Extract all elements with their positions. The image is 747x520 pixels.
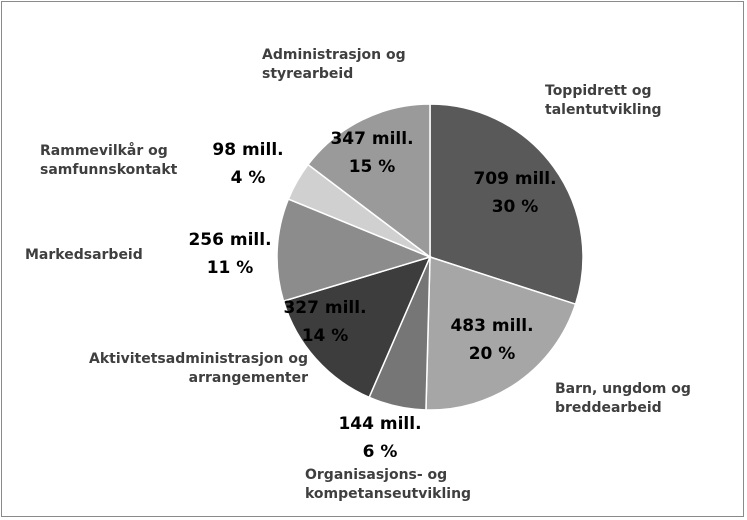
category-label: Markedsarbeid xyxy=(25,247,143,263)
category-label: Administrasjon og styrearbeid xyxy=(262,47,406,82)
value-label: 98 mill. xyxy=(212,140,284,160)
pie-slice xyxy=(425,255,577,411)
pie-slice xyxy=(276,198,433,303)
share-label: 6 % xyxy=(362,442,398,462)
value-label: 144 mill. xyxy=(338,414,422,434)
share-label: 15 % xyxy=(348,157,396,177)
value-label: 709 mill. xyxy=(473,169,557,189)
category-label: Rammevilkår og samfunnskontakt xyxy=(40,143,178,178)
value-label: 256 mill. xyxy=(188,230,272,250)
data-label: 347 mill. 15 % xyxy=(322,125,422,181)
category-label: Organisasjons- og kompetanseutvikling xyxy=(305,467,472,502)
data-label: 144 mill. 6 % xyxy=(330,410,430,466)
share-label: 20 % xyxy=(468,344,516,364)
share-label: 30 % xyxy=(491,197,539,217)
share-label: 14 % xyxy=(301,326,349,346)
category-label: Toppidrett og talentutvikling xyxy=(545,83,662,118)
category-label: Barn, ungdom og breddearbeid xyxy=(555,381,691,416)
category-label: Aktivitetsadministrasjon og arrangemente… xyxy=(88,351,308,386)
data-label: 256 mill. 11 % xyxy=(180,226,280,282)
data-label: 327 mill. 14 % xyxy=(275,294,375,350)
value-label: 327 mill. xyxy=(283,298,367,318)
data-label: 709 mill. 30 % xyxy=(465,165,565,221)
pie-slice xyxy=(429,103,584,306)
data-label: 98 mill. 4 % xyxy=(198,136,298,192)
data-label: 483 mill. 20 % xyxy=(442,312,542,368)
share-label: 11 % xyxy=(206,258,254,278)
share-label: 4 % xyxy=(230,168,266,188)
pie-slice xyxy=(282,255,432,399)
value-label: 347 mill. xyxy=(330,129,414,149)
value-label: 483 mill. xyxy=(450,316,534,336)
pie-slice xyxy=(307,103,431,259)
